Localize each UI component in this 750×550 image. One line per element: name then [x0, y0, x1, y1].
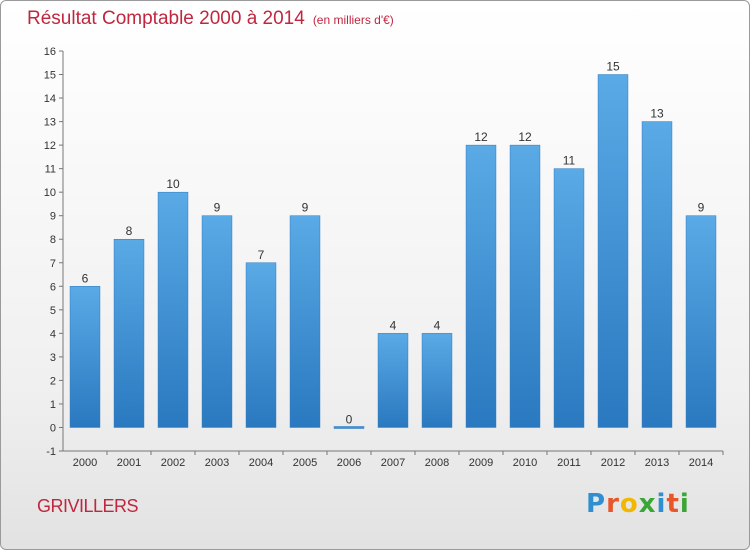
x-tick-label: 2005: [293, 457, 317, 469]
bar: [421, 333, 453, 428]
y-tick-label: 0: [50, 422, 56, 434]
logo-letter: t: [666, 489, 680, 519]
x-tick-label: 2007: [381, 457, 405, 469]
data-label: 9: [698, 201, 705, 215]
data-label: 9: [302, 201, 309, 215]
bar: [113, 238, 145, 428]
data-label: 10: [166, 177, 180, 191]
commune-name: GRIVILLERS: [37, 496, 139, 516]
data-label: 9: [214, 201, 221, 215]
x-tick-label: 2003: [205, 457, 229, 469]
x-tick-label: 2014: [689, 457, 713, 469]
bar: [333, 426, 365, 429]
logo-letter: i: [656, 489, 667, 519]
bars: [69, 74, 717, 429]
y-tick-label: 6: [50, 281, 56, 293]
y-tick-label: 1: [50, 399, 56, 411]
x-tick-label: 2000: [73, 457, 97, 469]
chart-title: Résultat Comptable 2000 à 2014 (en millie…: [27, 8, 394, 30]
logo-letter: o: [619, 489, 639, 519]
data-label: 15: [606, 60, 620, 74]
data-label: 12: [474, 130, 488, 144]
data-label: 12: [518, 130, 532, 144]
y-tick-label: -1: [46, 446, 56, 458]
x-tick-label: 2010: [513, 457, 537, 469]
data-label: 0: [346, 412, 353, 426]
data-label: 11: [563, 154, 576, 168]
x-tick-label: 2001: [117, 457, 141, 469]
x-tick-label: 2004: [249, 457, 273, 469]
bar: [597, 74, 629, 428]
x-tick-label: 2002: [161, 457, 185, 469]
logo-letter: i: [679, 489, 690, 519]
y-tick-label: 16: [44, 46, 56, 58]
y-tick-label: 4: [50, 328, 56, 340]
x-tick-label: 2011: [557, 457, 581, 469]
bar: [509, 144, 541, 428]
x-tick-label: 2009: [469, 457, 493, 469]
data-label: 4: [390, 318, 397, 332]
bar: [465, 144, 497, 428]
y-tick-label: 12: [44, 140, 56, 152]
x-tick-label: 2008: [425, 457, 449, 469]
x-tick-label: 2012: [601, 457, 625, 469]
bar: [157, 191, 189, 428]
proxiti-logo: Proxiti: [586, 489, 690, 519]
logo-letter: P: [586, 489, 607, 519]
y-tick-label: 5: [50, 305, 56, 317]
bar: [201, 215, 233, 428]
bar: [69, 286, 101, 428]
data-label: 7: [258, 248, 265, 262]
logo-letter: x: [638, 489, 657, 519]
y-tick-label: 14: [44, 93, 56, 105]
bar: [245, 262, 277, 428]
value-labels: 6 8 10 9 7 9 0 4 4 12 12 11 15 13 9: [82, 60, 705, 427]
y-tick-label: 7: [50, 258, 56, 270]
data-label: 8: [126, 224, 133, 238]
y-tick-label: 8: [50, 234, 56, 246]
bar: [377, 333, 409, 428]
bar: [641, 121, 673, 428]
y-tick-label: 10: [44, 187, 56, 199]
bar: [685, 215, 717, 428]
data-label: 6: [82, 271, 89, 285]
y-tick-label: 9: [50, 211, 56, 223]
y-tick-label: 3: [50, 352, 56, 364]
y-tick-label: 2: [50, 375, 56, 387]
title-main: Résultat Comptable 2000 à 2014: [27, 8, 305, 29]
y-tick-label: 13: [44, 117, 56, 129]
data-label: 4: [434, 318, 441, 332]
x-tick-label: 2013: [645, 457, 669, 469]
logo-letter: r: [606, 489, 620, 519]
y-tick-label: 11: [45, 164, 56, 176]
bar: [289, 215, 321, 428]
x-tick-label: 2006: [337, 457, 361, 469]
data-label: 13: [650, 107, 664, 121]
title-unit: (en milliers d'€): [312, 13, 394, 27]
y-tick-label: 15: [44, 70, 56, 82]
bar: [553, 168, 585, 428]
